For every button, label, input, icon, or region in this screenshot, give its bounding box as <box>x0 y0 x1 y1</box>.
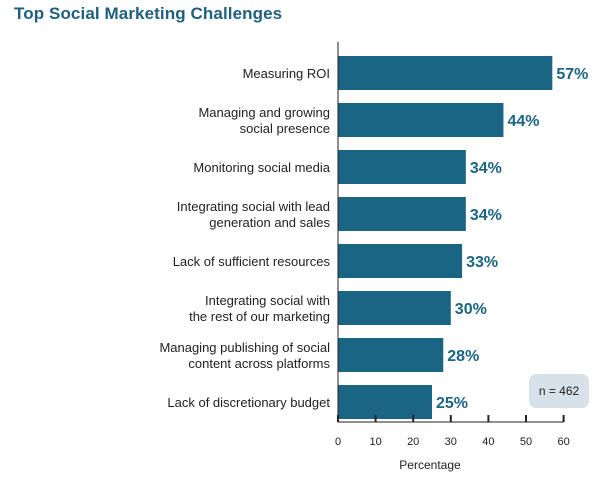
value-label: 25% <box>436 395 468 412</box>
x-tick-label: 10 <box>369 436 381 448</box>
value-labels: 57% 44% 34% 34% 33% 30% 28% 25% <box>436 66 588 412</box>
bar <box>338 244 463 278</box>
value-label: 30% <box>455 301 487 318</box>
bar <box>338 103 504 137</box>
category-labels: Measuring ROI Managing and growing social … <box>159 66 330 410</box>
bar <box>338 56 553 90</box>
value-label: 44% <box>507 113 539 130</box>
category-label: Managing publishing of social content acr… <box>159 340 330 371</box>
x-axis: 0 10 20 30 40 50 60 <box>335 42 570 448</box>
value-label: 57% <box>556 66 588 83</box>
x-tick-label: 30 <box>445 436 457 448</box>
x-axis-title: Percentage <box>399 458 461 472</box>
x-tick-label: 0 <box>335 436 341 448</box>
x-tick-label: 50 <box>520 436 532 448</box>
category-label: Lack of sufficient resources <box>173 254 331 269</box>
category-label: Lack of discretionary budget <box>167 395 330 410</box>
sample-size-note: n = 462 <box>529 374 589 408</box>
bar <box>338 291 451 325</box>
bars-layer <box>338 56 553 419</box>
x-tick-label: 20 <box>407 436 419 448</box>
bar <box>338 338 444 372</box>
bar <box>338 385 432 419</box>
x-tick-label: 40 <box>482 436 494 448</box>
category-label: Integrating social with lead generation a… <box>177 199 331 230</box>
chart-title: Top Social Marketing Challenges <box>14 4 283 23</box>
x-tick-label: 60 <box>557 436 569 448</box>
category-label: Monitoring social media <box>193 160 330 175</box>
bar <box>338 197 466 231</box>
value-label: 33% <box>466 254 498 271</box>
value-label: 28% <box>447 348 479 365</box>
bar <box>338 150 466 184</box>
value-label: 34% <box>470 160 502 177</box>
value-label: 34% <box>470 207 502 224</box>
category-label: Managing and growing social presence <box>198 105 330 136</box>
category-label: Measuring ROI <box>243 66 330 81</box>
category-label: Integrating social with the rest of our m… <box>189 293 330 324</box>
